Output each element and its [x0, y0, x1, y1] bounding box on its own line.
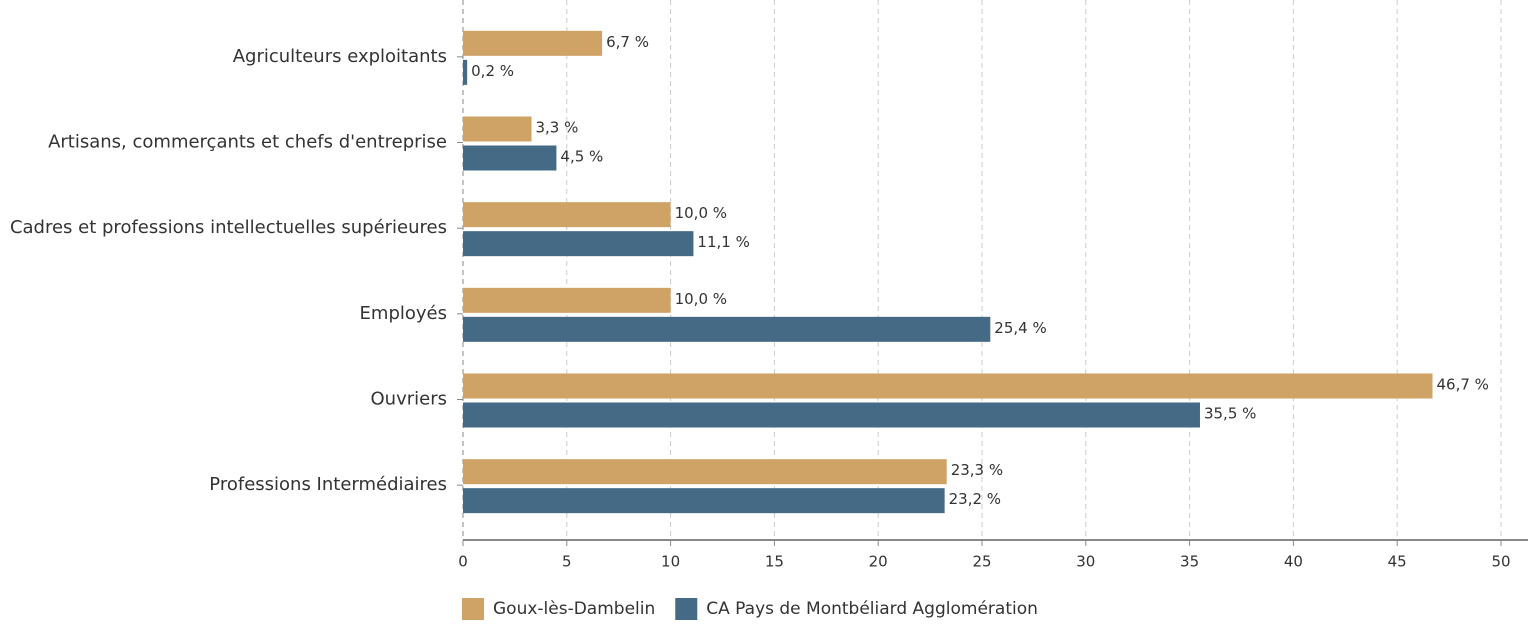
- bar: [463, 145, 557, 171]
- bar: [463, 287, 671, 313]
- x-tick-label: 30: [1076, 553, 1095, 571]
- bar: [463, 59, 468, 85]
- value-label: 25,4 %: [994, 319, 1046, 337]
- x-tick-label: 45: [1388, 553, 1407, 571]
- value-label: 46,7 %: [1436, 376, 1488, 394]
- value-label: 35,5 %: [1204, 405, 1256, 423]
- y-tick-label: Ouvriers: [371, 389, 447, 410]
- x-tick-label: 15: [765, 553, 784, 571]
- legend-swatch: [675, 598, 698, 620]
- y-tick-label: Professions Intermédiaires: [209, 474, 447, 495]
- value-label: 23,2 %: [949, 490, 1001, 508]
- y-tick-label: Employés: [360, 303, 447, 324]
- y-tick-label: Artisans, commerçants et chefs d'entrepr…: [48, 132, 447, 153]
- value-label: 11,1 %: [697, 233, 749, 251]
- bar: [463, 30, 603, 56]
- x-tick-label: 35: [1180, 553, 1199, 571]
- value-label: 23,3 %: [951, 461, 1003, 479]
- bar: [463, 231, 694, 257]
- x-tick-label: 10: [661, 553, 680, 571]
- value-label: 4,5 %: [560, 148, 603, 166]
- x-tick-label: 5: [562, 553, 572, 571]
- legend-label: Goux-lès-Dambelin: [493, 599, 655, 619]
- bar: [463, 459, 947, 485]
- value-label: 6,7 %: [606, 33, 649, 51]
- legend-label: CA Pays de Montbéliard Agglomération: [706, 599, 1038, 619]
- x-tick-label: 40: [1284, 553, 1303, 571]
- bar: [463, 402, 1200, 428]
- bar: [463, 488, 945, 514]
- bar: [463, 316, 991, 342]
- bar: [463, 373, 1433, 399]
- value-label: 10,0 %: [675, 204, 727, 222]
- bar: [463, 116, 532, 142]
- x-tick-label: 20: [869, 553, 888, 571]
- x-tick-label: 25: [972, 553, 991, 571]
- x-tick-label: 50: [1491, 553, 1510, 571]
- legend-swatch: [462, 598, 484, 620]
- bar: [463, 202, 671, 228]
- value-label: 3,3 %: [536, 119, 579, 137]
- y-tick-label: Cadres et professions intellectuelles su…: [10, 217, 447, 238]
- x-tick-label: 0: [458, 553, 468, 571]
- value-label: 10,0 %: [675, 290, 727, 308]
- y-tick-label: Agriculteurs exploitants: [233, 46, 447, 67]
- value-label: 0,2 %: [471, 62, 514, 80]
